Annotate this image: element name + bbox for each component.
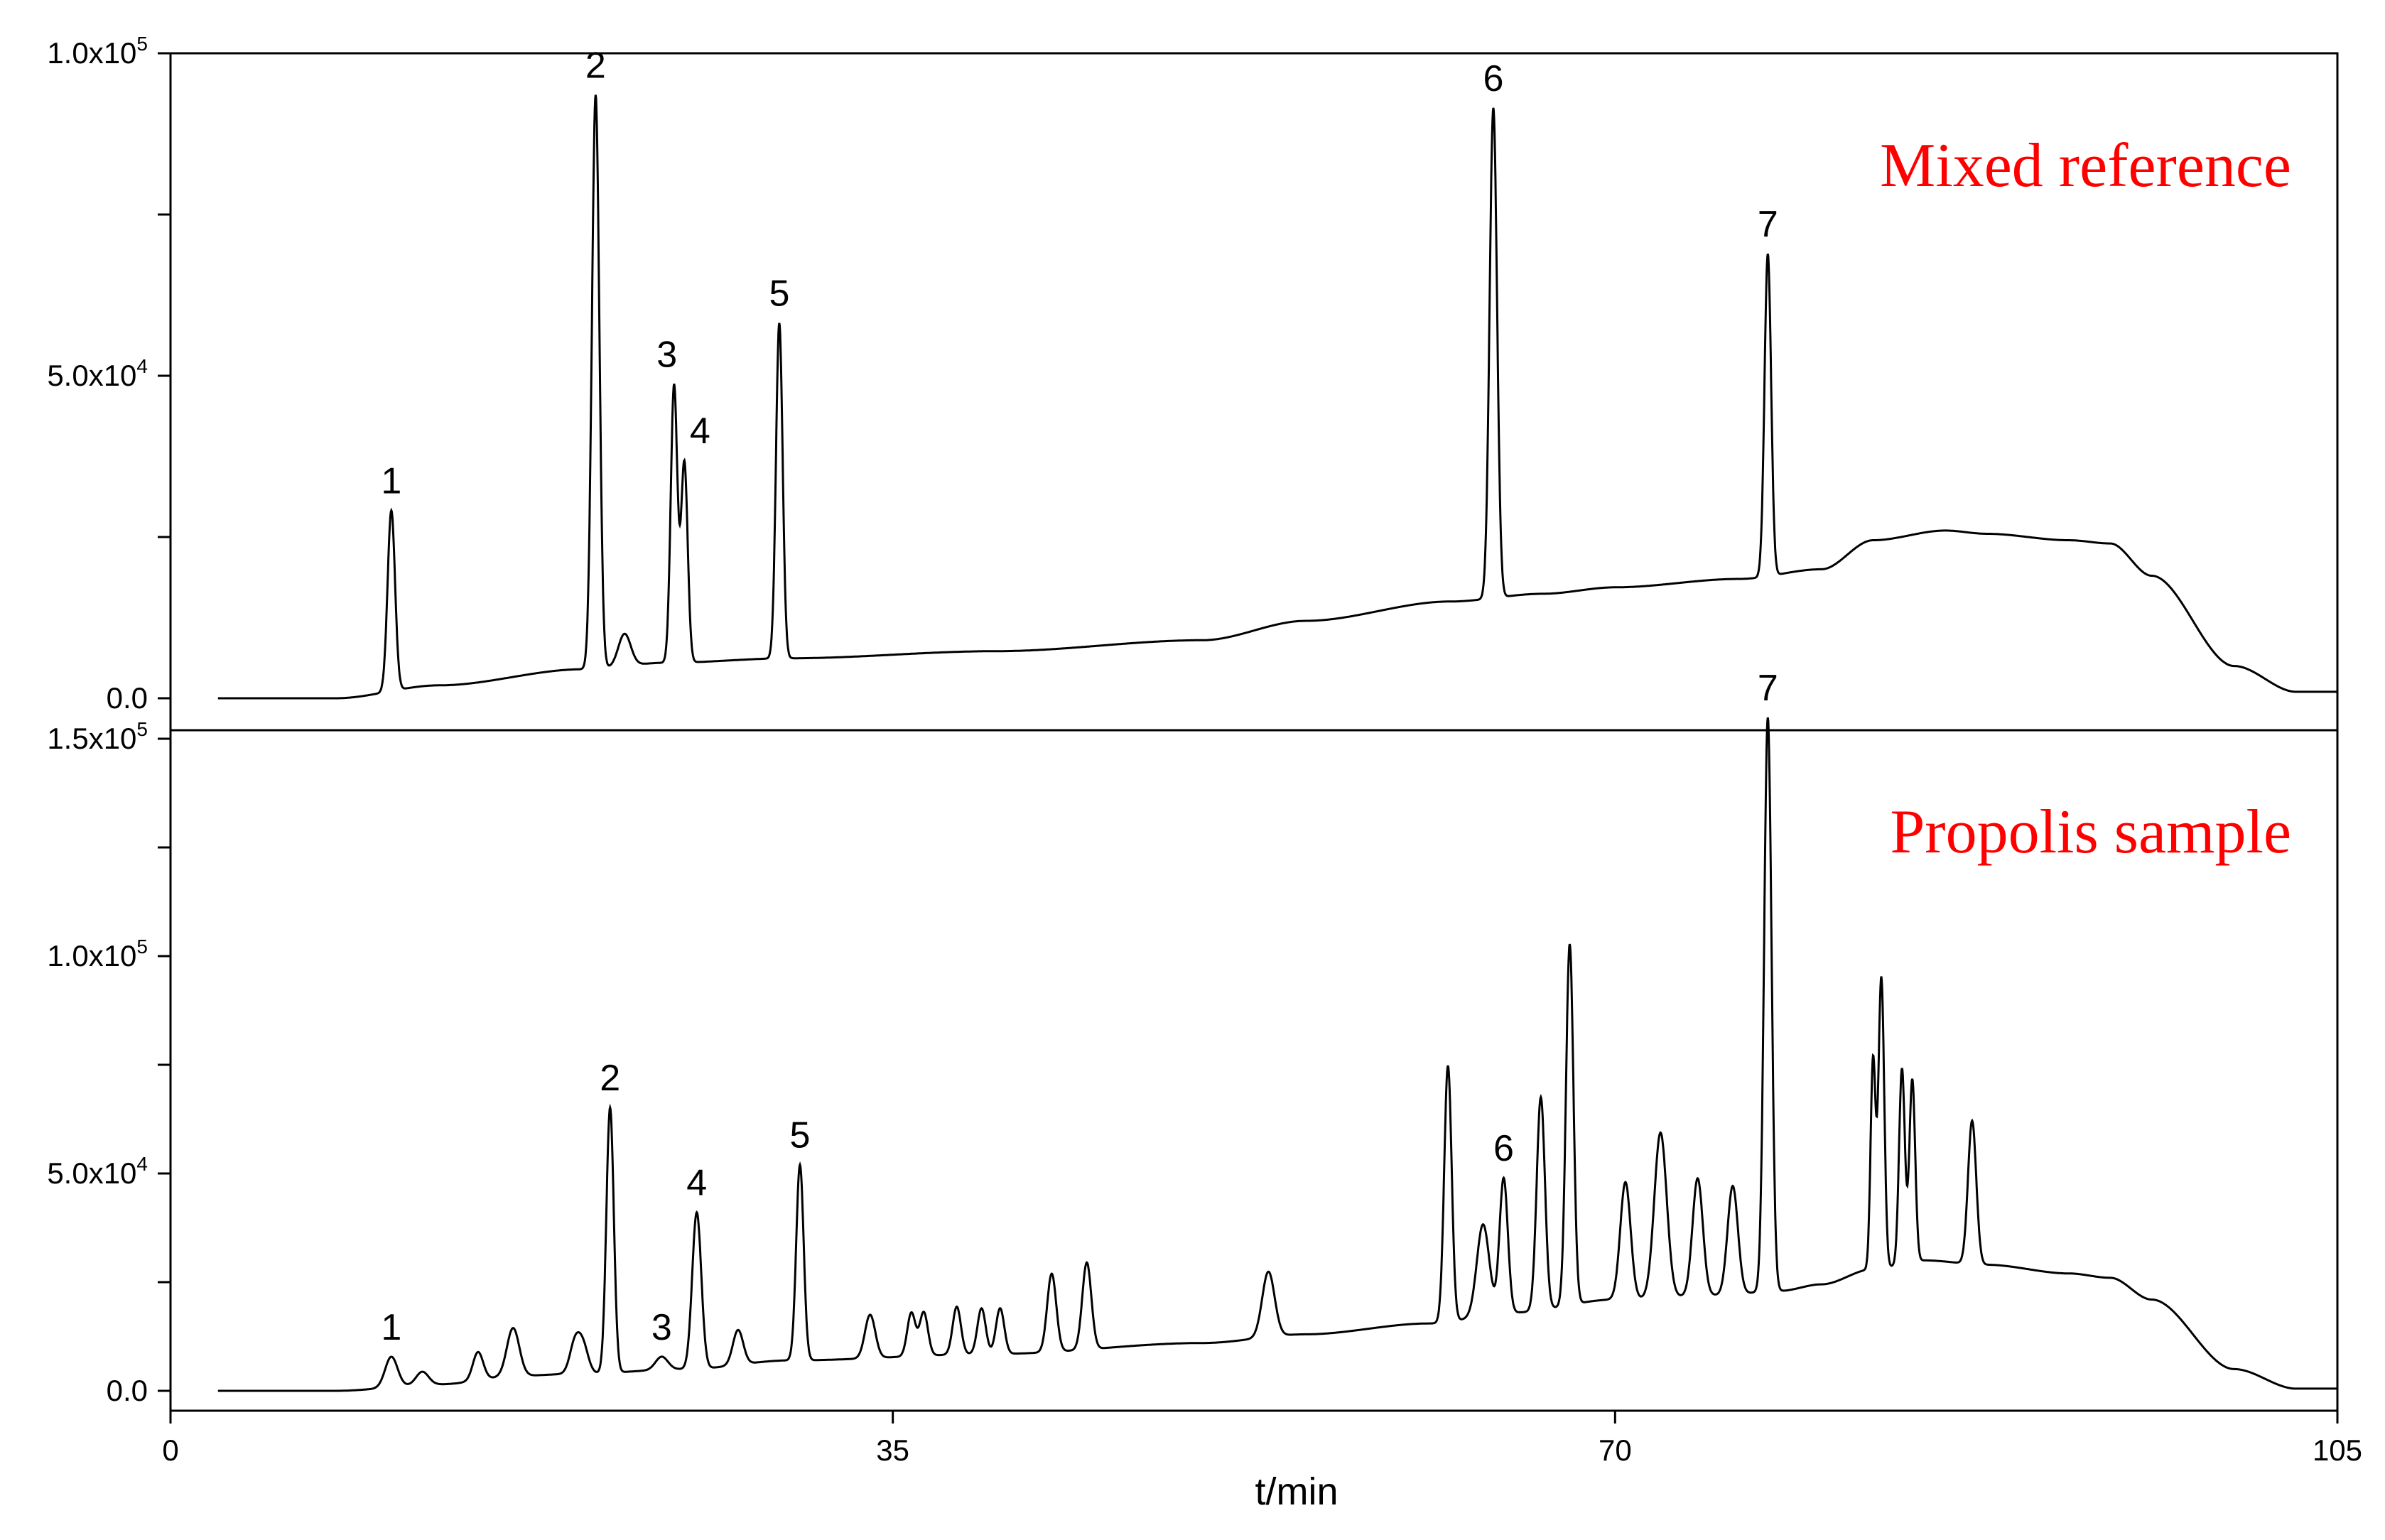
- x-axis: 0 35 70 105: [162, 1411, 2362, 1467]
- y-tick-label: 1.0x105: [47, 936, 148, 972]
- y-axis-bottom: 0.0 5.0x104 1.0x105 1.5x105: [47, 718, 171, 1407]
- x-tick-label: 70: [1599, 1433, 1632, 1467]
- panel-title-bottom: Propolis sample: [1890, 798, 2291, 867]
- peak-label: 4: [686, 1163, 707, 1204]
- x-tick-label: 0: [162, 1433, 178, 1467]
- peak-label: 6: [1493, 1128, 1514, 1169]
- peak-label: 3: [651, 1307, 672, 1348]
- trace-mixed-reference: [217, 94, 2337, 700]
- panel-title-top: Mixed reference: [1880, 131, 2291, 200]
- panel-top: Mixed reference 0.0 5.0x104 1.0x105 1 2 34 5 6…: [47, 33, 2337, 715]
- x-tick-label: 35: [876, 1433, 909, 1467]
- peak-label: 6: [1483, 58, 1503, 99]
- y-axis-top: 0.0 5.0x104 1.0x105: [47, 33, 171, 715]
- y-tick-label: 1.0x105: [47, 33, 148, 70]
- peak-label: 7: [1758, 204, 1778, 245]
- y-tick-label: 1.5x105: [47, 718, 148, 755]
- peak-label: 1: [381, 1307, 401, 1348]
- trace-propolis-sample: [217, 717, 2337, 1392]
- plot-border: [169, 52, 2339, 1412]
- plot-frame: [169, 52, 2339, 1412]
- panel-bottom: Propolis sample 0.0 5.0x104 1.0x105 1.5x105…: [47, 668, 2337, 1407]
- x-tick-label: 105: [2313, 1433, 2362, 1467]
- peak-label: 1: [381, 461, 401, 502]
- x-axis-title: t/min: [1255, 1470, 1338, 1513]
- peak-label: 3: [656, 334, 677, 375]
- y-tick-label: 0.0: [107, 681, 148, 715]
- peak-label: 2: [600, 1058, 620, 1099]
- peak-labels-top: 1 2 34 5 6 7: [381, 45, 1778, 501]
- peak-label: 5: [789, 1115, 810, 1156]
- peak-label: 2: [585, 45, 606, 86]
- y-tick-label: 0.0: [107, 1374, 148, 1407]
- peak-labels-bottom: 1 2 3 4 5 6 7: [381, 668, 1778, 1348]
- peak-label: 4: [690, 411, 710, 452]
- y-tick-label: 5.0x104: [47, 355, 148, 392]
- y-tick-label: 5.0x104: [47, 1153, 148, 1190]
- peak-label: 7: [1758, 668, 1778, 709]
- peak-label: 5: [769, 273, 789, 315]
